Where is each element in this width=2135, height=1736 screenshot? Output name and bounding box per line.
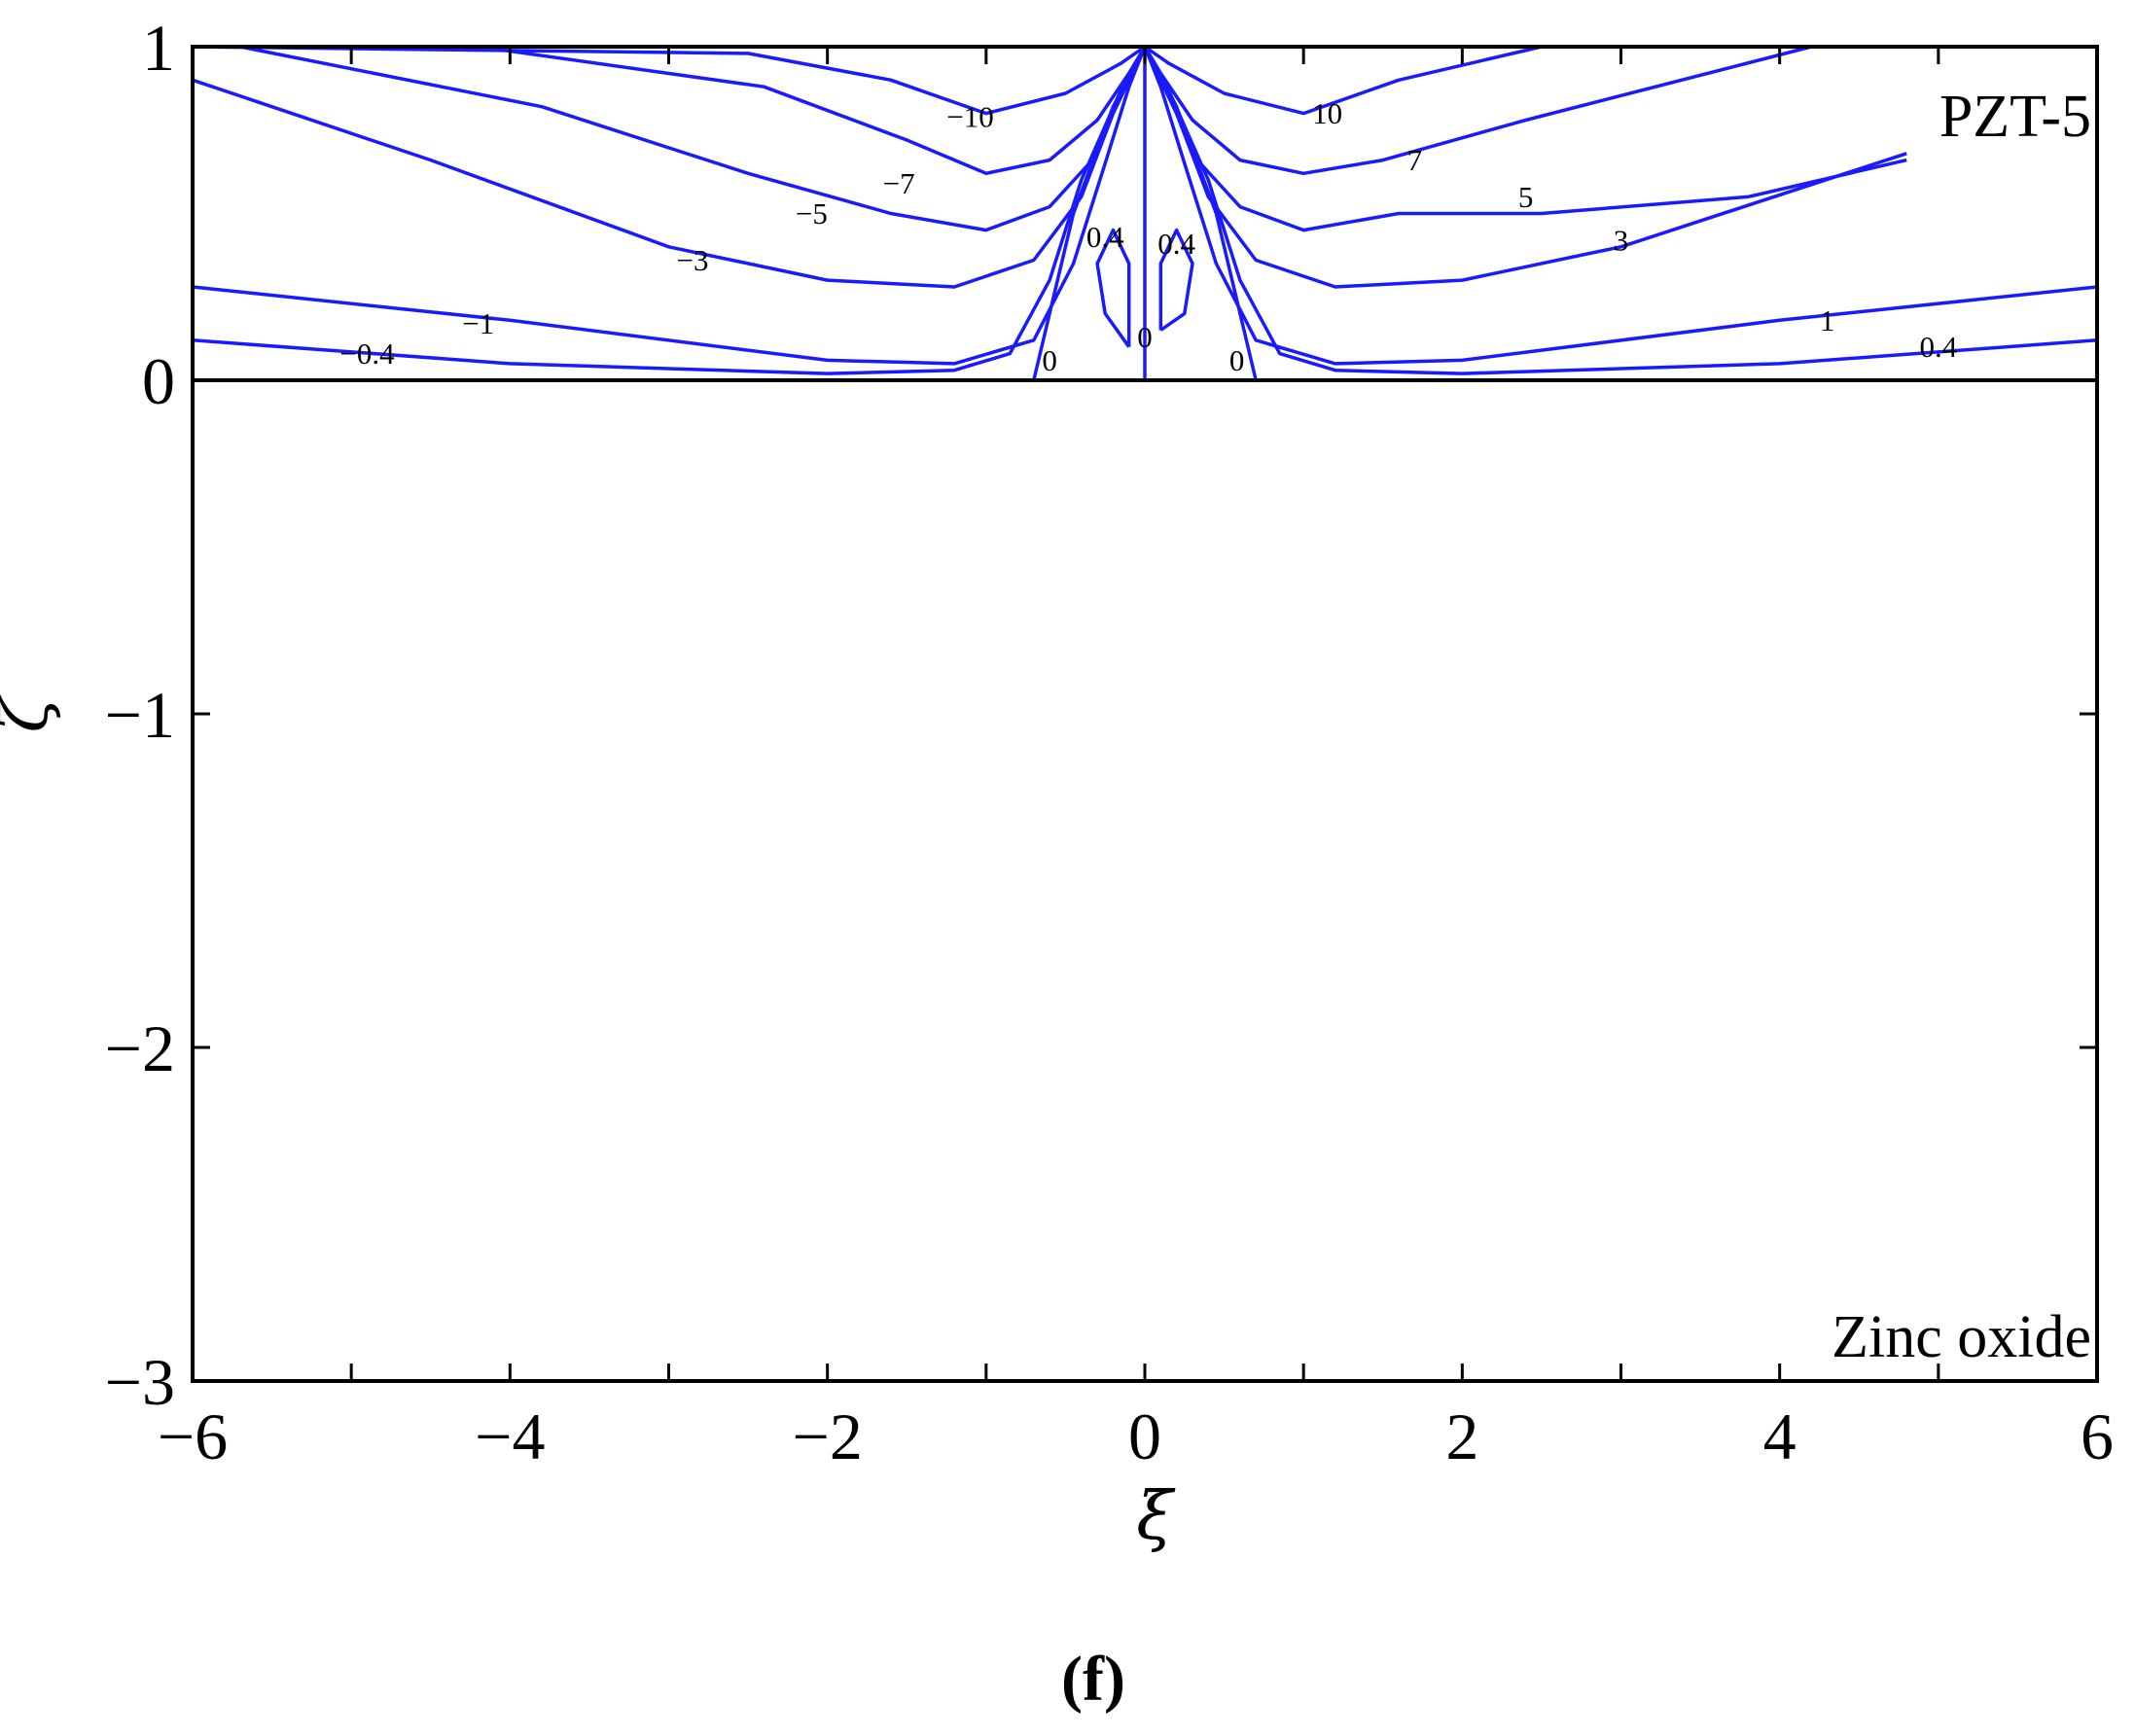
contour-line-12 bbox=[1143, 46, 1907, 232]
axis-tick-labels: −6 −4 −2 0 2 4 610−1−2−3 bbox=[105, 11, 2114, 1473]
contour-lines bbox=[192, 45, 2098, 381]
contour-label-13: 0.4 bbox=[1157, 227, 1195, 261]
y-axis-label: ζ bbox=[0, 692, 63, 732]
y-tick-label: 1 bbox=[142, 11, 175, 85]
x-tick-label: −4 bbox=[475, 1399, 545, 1473]
x-tick-label: 4 bbox=[1763, 1399, 1797, 1473]
contour-label-9: 1 bbox=[1820, 303, 1835, 337]
contour-label-12: 0.4 bbox=[1086, 220, 1124, 254]
contour-label-14: 0 bbox=[1042, 343, 1057, 377]
contour-label-4: −5 bbox=[796, 196, 828, 230]
contour-line-14 bbox=[1143, 45, 1543, 116]
x-tick-label: 0 bbox=[1128, 1399, 1161, 1473]
y-tick-label: −1 bbox=[105, 678, 175, 752]
contour-line-16 bbox=[1158, 228, 1194, 332]
contour-label-3: 7 bbox=[1407, 143, 1423, 177]
contour-label-8: −1 bbox=[462, 306, 494, 340]
contour-label-7: 3 bbox=[1614, 223, 1629, 257]
x-tick-label: 2 bbox=[1445, 1399, 1478, 1473]
contour-line-1 bbox=[478, 45, 1147, 176]
contour-label-6: −3 bbox=[676, 243, 708, 277]
region-label-zinc-oxide: Zinc oxide bbox=[1832, 1304, 2091, 1370]
contour-line-6 bbox=[1032, 46, 1147, 381]
contour-line-3 bbox=[192, 46, 1147, 289]
contour-labels: −10 10 −7 7 −5 5 −3 3 −1 1 −0.4 0.4 0.4 0.4 0 0 0 bbox=[339, 96, 1957, 377]
contour-line-4 bbox=[192, 46, 1147, 366]
contour-line-15 bbox=[1095, 228, 1131, 348]
contour-line-13 bbox=[1143, 45, 1812, 176]
panel-label: (f) bbox=[1061, 1644, 1125, 1715]
axis-ticks bbox=[191, 45, 2099, 1383]
contour-line-9 bbox=[1143, 46, 2098, 375]
contour-label-15: 0 bbox=[1137, 320, 1153, 354]
region-label-pzt5: PZT-5 bbox=[1939, 84, 2091, 150]
x-tick-label: −6 bbox=[158, 1399, 228, 1473]
contour-label-5: 5 bbox=[1518, 180, 1534, 214]
y-tick-label: −2 bbox=[105, 1011, 175, 1085]
x-tick-label: −2 bbox=[792, 1399, 862, 1473]
y-tick-label: 0 bbox=[142, 344, 175, 418]
contour-label-10: −0.4 bbox=[339, 337, 395, 371]
x-tick-label: 6 bbox=[2081, 1399, 2114, 1473]
contour-label-16: 0 bbox=[1229, 343, 1245, 377]
contour-label-0: −10 bbox=[946, 100, 993, 134]
contour-label-1: 10 bbox=[1312, 96, 1342, 130]
contour-line-10 bbox=[1143, 46, 2098, 366]
contour-label-2: −7 bbox=[883, 166, 915, 200]
contour-line-0 bbox=[192, 45, 1147, 116]
x-axis-label: ξ bbox=[1136, 1478, 1176, 1555]
contour-label-11: 0.4 bbox=[1919, 330, 1957, 364]
y-tick-label: −3 bbox=[105, 1345, 175, 1419]
